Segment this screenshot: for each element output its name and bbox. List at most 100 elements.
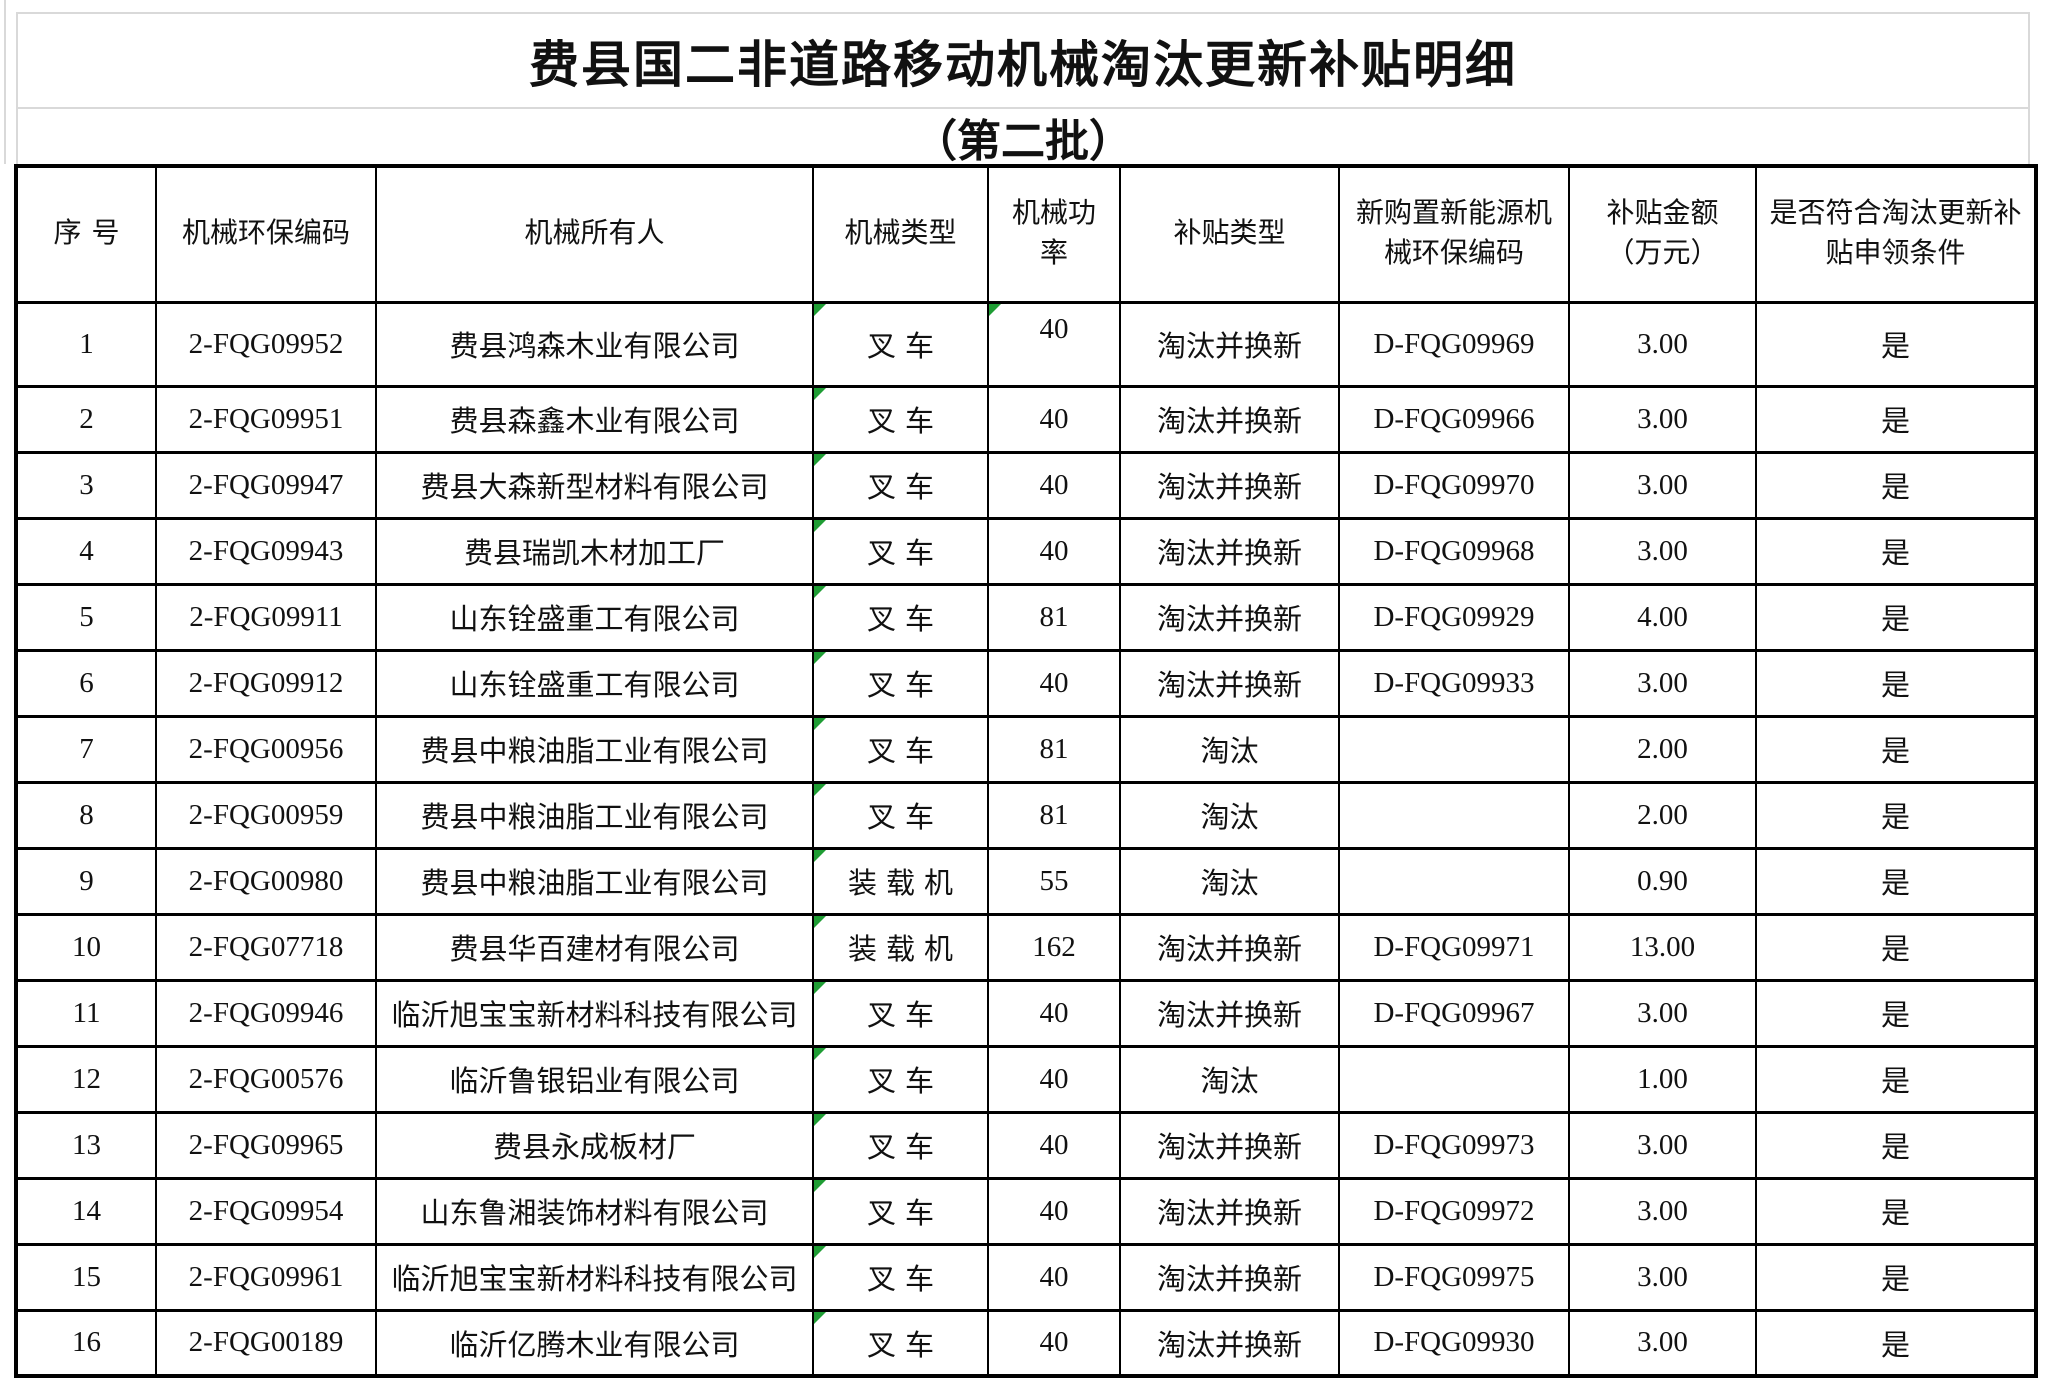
cell-machine-owner: 临沂旭宝宝新材料科技有限公司 [375, 1242, 814, 1312]
cell-machine-env-code: 2-FQG09947 [155, 450, 377, 520]
table-row: 1 2-FQG09952 费县鸿森木业有限公司 叉车 40 淘汰并换新 D-FQG09969… [15, 300, 2037, 388]
header-cell-machine-env-code: 机械环保编码 [155, 164, 377, 304]
cell-subsidy-amount-10k-yuan: 13.00 [1568, 912, 1757, 982]
cell-machine-env-code: 2-FQG09954 [155, 1176, 377, 1246]
cell-corner-flag-icon [815, 1115, 826, 1126]
cell-machine-owner: 临沂亿腾木业有限公司 [375, 1308, 814, 1378]
cell-subsidy-type: 淘汰并换新 [1119, 300, 1340, 388]
cell-machine-type: 叉车 [812, 1110, 989, 1180]
cell-machine-env-code: 2-FQG09911 [155, 582, 377, 652]
cell-machine-power: 81 [987, 582, 1121, 652]
cell-row-number: 5 [15, 582, 157, 652]
cell-machine-env-code: 2-FQG09943 [155, 516, 377, 586]
cell-machine-env-code: 2-FQG00959 [155, 780, 377, 850]
table-row: 6 2-FQG09912 山东铨盛重工有限公司 叉车 40 淘汰并换新 D-FQG09933… [15, 648, 2037, 718]
cell-corner-flag-icon [815, 983, 826, 994]
table-body: 1 2-FQG09952 费县鸿森木业有限公司 叉车 40 淘汰并换新 D-FQG09969… [15, 300, 2037, 1378]
cell-machine-owner: 费县鸿森木业有限公司 [375, 300, 814, 388]
cell-corner-flag-icon [815, 851, 826, 862]
cell-machine-env-code: 2-FQG00956 [155, 714, 377, 784]
cell-machine-type: 叉车 [812, 450, 989, 520]
cell-row-number: 4 [15, 516, 157, 586]
cell-machine-env-code: 2-FQG09952 [155, 300, 377, 388]
cell-subsidy-type: 淘汰 [1119, 846, 1340, 916]
cell-machine-owner: 临沂鲁银铝业有限公司 [375, 1044, 814, 1114]
cell-machine-power: 40 [987, 1110, 1121, 1180]
cell-subsidy-amount-10k-yuan: 3.00 [1568, 1176, 1757, 1246]
cell-subsidy-amount-10k-yuan: 3.00 [1568, 384, 1757, 454]
title-block: 费县国二非道路移动机械淘汰更新补贴明细 [16, 12, 2030, 109]
cell-machine-owner: 费县中粮油脂工业有限公司 [375, 714, 814, 784]
cell-machine-power: 40 [987, 450, 1121, 520]
cell-machine-power: 40 [987, 978, 1121, 1048]
cell-machine-type: 叉车 [812, 300, 989, 388]
cell-machine-owner: 费县中粮油脂工业有限公司 [375, 846, 814, 916]
cell-subsidy-amount-10k-yuan: 3.00 [1568, 1242, 1757, 1312]
table-row: 10 2-FQG07718 费县华百建材有限公司 装载机 162 淘汰并换新 D-FQG09… [15, 912, 2037, 982]
cell-row-number: 10 [15, 912, 157, 982]
cell-corner-flag-icon [815, 719, 826, 730]
cell-meets-claim-conditions: 是 [1755, 978, 2037, 1048]
cell-subsidy-type: 淘汰并换新 [1119, 450, 1340, 520]
cell-row-number: 12 [15, 1044, 157, 1114]
cell-new-energy-machine-env-code: D-FQG09970 [1338, 450, 1570, 520]
cell-meets-claim-conditions: 是 [1755, 516, 2037, 586]
cell-row-number: 6 [15, 648, 157, 718]
cell-machine-type: 叉车 [812, 1308, 989, 1378]
table-row: 5 2-FQG09911 山东铨盛重工有限公司 叉车 81 淘汰并换新 D-FQG09929… [15, 582, 2037, 652]
page-subtitle: （第二批） [913, 116, 1133, 166]
cell-machine-type: 叉车 [812, 978, 989, 1048]
cell-subsidy-amount-10k-yuan: 3.00 [1568, 648, 1757, 718]
cell-new-energy-machine-env-code: D-FQG09972 [1338, 1176, 1570, 1246]
cell-meets-claim-conditions: 是 [1755, 450, 2037, 520]
cell-machine-power: 40 [987, 648, 1121, 718]
cell-meets-claim-conditions: 是 [1755, 648, 2037, 718]
cell-row-number: 14 [15, 1176, 157, 1246]
cell-subsidy-type: 淘汰并换新 [1119, 648, 1340, 718]
cell-meets-claim-conditions: 是 [1755, 1110, 2037, 1180]
header-cell-machine-power: 机械功率 [987, 164, 1121, 304]
cell-new-energy-machine-env-code [1338, 1044, 1570, 1114]
cell-machine-type: 叉车 [812, 1242, 989, 1312]
cell-machine-power: 40 [987, 1044, 1121, 1114]
cell-machine-env-code: 2-FQG09961 [155, 1242, 377, 1312]
cell-machine-env-code: 2-FQG09946 [155, 978, 377, 1048]
table-row: 12 2-FQG00576 临沂鲁银铝业有限公司 叉车 40 淘汰 1.00 是 [15, 1044, 2037, 1114]
cell-subsidy-amount-10k-yuan: 3.00 [1568, 450, 1757, 520]
table-row: 2 2-FQG09951 费县森鑫木业有限公司 叉车 40 淘汰并换新 D-FQG09966… [15, 384, 2037, 454]
cell-machine-owner: 费县瑞凯木材加工厂 [375, 516, 814, 586]
cell-row-number: 3 [15, 450, 157, 520]
header-cell-subsidy-amount-10k-yuan: 补贴金额 （万元） [1568, 164, 1757, 304]
cell-machine-power: 40 [987, 516, 1121, 586]
table-row: 7 2-FQG00956 费县中粮油脂工业有限公司 叉车 81 淘汰 2.00 是 [15, 714, 2037, 784]
cell-subsidy-amount-10k-yuan: 2.00 [1568, 780, 1757, 850]
cell-subsidy-amount-10k-yuan: 3.00 [1568, 1308, 1757, 1378]
cell-machine-env-code: 2-FQG00189 [155, 1308, 377, 1378]
cell-machine-power: 81 [987, 714, 1121, 784]
cell-machine-type: 叉车 [812, 780, 989, 850]
cell-meets-claim-conditions: 是 [1755, 384, 2037, 454]
cell-machine-owner: 山东鲁湘装饰材料有限公司 [375, 1176, 814, 1246]
subsidy-detail-table: 序号 机械环保编码 机械所有人 机械类型 机械功率 补贴类型 新购置新能源机 械环保编码 补贴… [14, 164, 2038, 1378]
header-cell-machine-owner: 机械所有人 [375, 164, 814, 304]
cell-subsidy-amount-10k-yuan: 1.00 [1568, 1044, 1757, 1114]
cell-machine-power: 40 [987, 300, 1121, 388]
cell-new-energy-machine-env-code: D-FQG09971 [1338, 912, 1570, 982]
header-cell-meets-claim-conditions: 是否符合淘汰更新补 贴申领条件 [1755, 164, 2037, 304]
cell-machine-power: 40 [987, 1242, 1121, 1312]
cell-subsidy-type: 淘汰并换新 [1119, 912, 1340, 982]
cell-row-number: 8 [15, 780, 157, 850]
cell-machine-env-code: 2-FQG00980 [155, 846, 377, 916]
cell-new-energy-machine-env-code: D-FQG09967 [1338, 978, 1570, 1048]
cell-new-energy-machine-env-code [1338, 846, 1570, 916]
cell-meets-claim-conditions: 是 [1755, 300, 2037, 388]
cell-machine-type: 叉车 [812, 582, 989, 652]
cell-meets-claim-conditions: 是 [1755, 1242, 2037, 1312]
cell-row-number: 11 [15, 978, 157, 1048]
subtitle-block: （第二批） [16, 109, 2030, 166]
cell-corner-flag-icon [815, 305, 826, 316]
cell-subsidy-type: 淘汰并换新 [1119, 384, 1340, 454]
cell-machine-power: 40 [987, 1176, 1121, 1246]
cell-meets-claim-conditions: 是 [1755, 1308, 2037, 1378]
